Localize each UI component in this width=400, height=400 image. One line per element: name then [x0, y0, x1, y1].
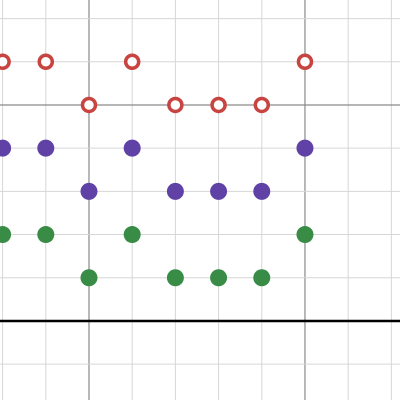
point	[80, 182, 98, 200]
point	[166, 182, 184, 200]
point	[80, 96, 98, 114]
point	[37, 139, 55, 157]
point	[80, 269, 98, 287]
point	[210, 96, 227, 114]
point	[210, 182, 228, 200]
point	[0, 226, 12, 244]
point	[123, 226, 141, 244]
point	[296, 53, 314, 71]
point	[123, 139, 141, 157]
point	[37, 226, 55, 244]
point	[0, 53, 11, 71]
point	[166, 269, 184, 287]
point	[253, 96, 271, 114]
point	[296, 226, 314, 244]
point	[167, 96, 184, 114]
point	[210, 269, 228, 287]
point	[253, 182, 271, 200]
point	[0, 139, 12, 157]
point	[296, 139, 314, 157]
point	[37, 53, 55, 71]
point	[253, 269, 271, 287]
point	[123, 53, 141, 71]
